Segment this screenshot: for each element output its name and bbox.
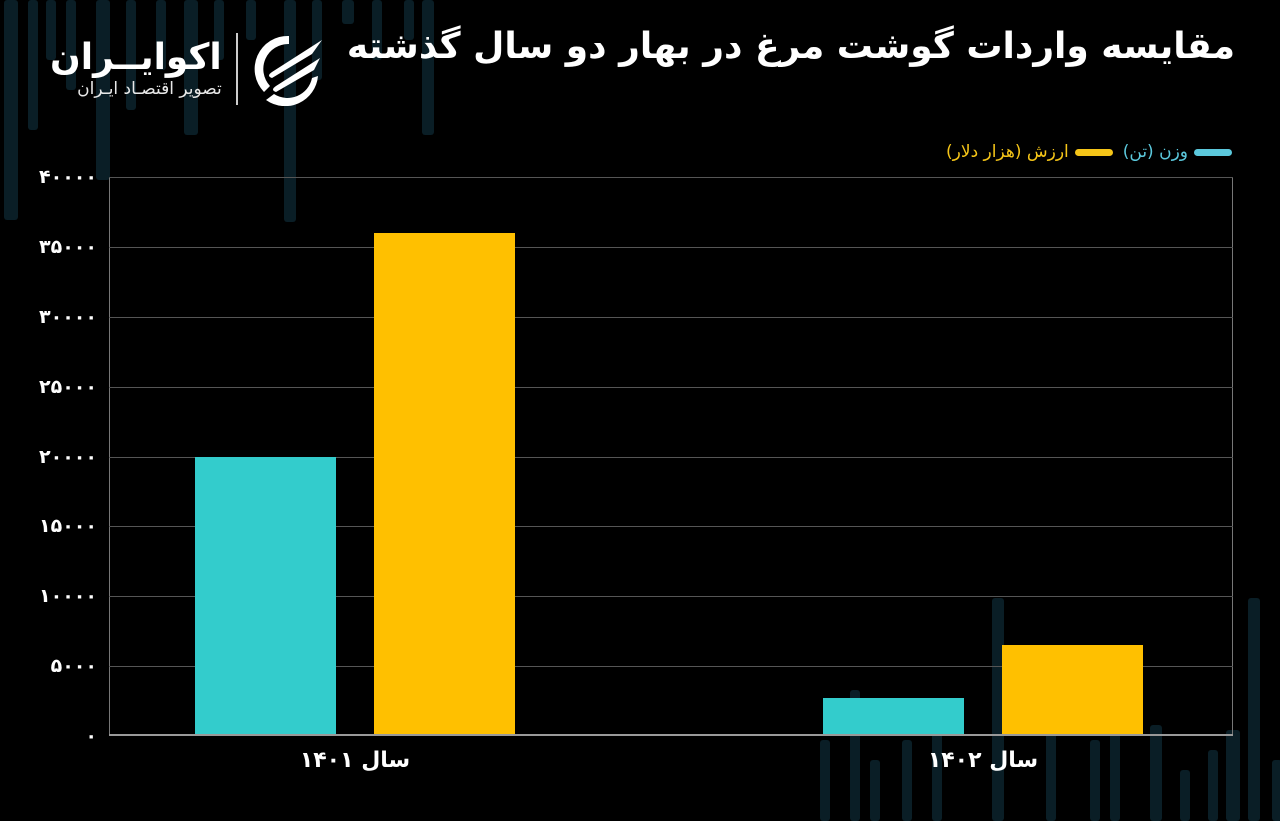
bar-value-0	[374, 232, 515, 736]
x-axis-label: سال ۱۴۰۲	[927, 748, 1039, 773]
gridline	[109, 246, 1233, 248]
logo-text: اکوایــران تصویر اقتصـاد ایـران	[50, 38, 222, 100]
x-axis-label: سال ۱۴۰۱	[299, 748, 411, 773]
legend-swatch-weight	[1194, 148, 1232, 156]
y-tick-label: ۲۵۰۰۰	[39, 375, 97, 398]
gridline	[109, 666, 1233, 668]
bar-weight-1	[823, 698, 964, 736]
y-tick-label: ۴۰۰۰۰	[39, 166, 97, 188]
decorative-stripe	[284, 0, 296, 222]
decorative-stripe	[246, 0, 256, 40]
decorative-stripe	[1110, 680, 1120, 821]
decorative-stripe	[1046, 690, 1056, 821]
y-tick-label: ۱۰۰۰۰	[39, 585, 97, 608]
decorative-stripe	[422, 0, 434, 135]
decorative-stripe	[1208, 750, 1218, 821]
y-tick-label: ۵۰۰۰	[50, 655, 97, 678]
y-tick-label: ۰	[85, 725, 97, 747]
chart-legend: وزن (تن) ارزش (هزار دلار)	[946, 142, 1232, 162]
gridline	[109, 596, 1233, 598]
y-tick-label: ۲۰۰۰۰	[39, 445, 97, 468]
brand-logo: اکوایــران تصویر اقتصـاد ایـران	[50, 32, 326, 106]
decorative-stripe	[46, 0, 56, 60]
gridline	[109, 456, 1233, 458]
plot-area: ۰ ۵۰۰۰ ۱۰۰۰۰ ۱۵۰۰۰ ۲۰۰۰۰ ۲۵۰۰۰ ۳۰۰۰۰ ۳۵۰۰۰ ۴۰۰۰۰	[39, 166, 1233, 747]
decorative-stripe	[1226, 730, 1240, 821]
decorative-stripe	[404, 0, 414, 40]
decorative-stripe	[214, 0, 224, 60]
decorative-stripe	[342, 0, 354, 24]
decorative-stripe	[932, 720, 942, 821]
decorative-stripe	[312, 0, 322, 80]
decorative-stripe	[1248, 598, 1260, 821]
gridline	[109, 177, 1233, 178]
ecoiran-swoosh-logo-icon	[254, 35, 322, 106]
decorative-stripe	[1272, 760, 1280, 821]
decorative-stripe	[1180, 770, 1190, 821]
x-axis-line	[109, 734, 1233, 736]
legend-label-value: ارزش (هزار دلار)	[946, 142, 1069, 162]
y-tick-label: ۳۰۰۰۰	[39, 305, 97, 328]
y-tick-label: ۱۵۰۰۰	[39, 515, 97, 538]
logo-divider	[235, 33, 238, 105]
bar-weight-0	[195, 456, 336, 736]
gridline	[109, 386, 1233, 388]
logo-subtitle: تصویر اقتصـاد ایـران	[77, 79, 222, 99]
gridline	[109, 316, 1233, 318]
legend-item-weight: وزن (تن)	[1123, 142, 1232, 162]
decorative-stripe	[1090, 740, 1100, 821]
y-tick-label: ۳۵۰۰۰	[39, 235, 97, 258]
decorative-stripe	[372, 0, 382, 60]
chart-title: مقایسه واردات گوشت مرغ در بهار دو سال گذ…	[346, 26, 1235, 67]
gridline	[109, 526, 1233, 528]
decorative-stripe	[820, 740, 830, 821]
decorative-stripe	[1150, 725, 1162, 821]
decorative-stripe	[126, 0, 136, 110]
decorative-stripe	[870, 760, 880, 821]
decorative-stripe	[66, 0, 76, 90]
bar-value-1	[1002, 645, 1143, 736]
legend-swatch-value	[1074, 148, 1113, 156]
decorative-stripe	[4, 0, 18, 220]
decorative-stripe	[850, 690, 860, 821]
decorative-stripe	[902, 740, 912, 821]
logo-name: اکوایــران	[50, 37, 222, 78]
legend-item-value: ارزش (هزار دلار)	[946, 142, 1113, 162]
decorative-stripe	[28, 0, 38, 130]
decorative-stripe	[992, 598, 1004, 821]
decorative-stripe	[156, 0, 166, 70]
decorative-stripe	[184, 0, 198, 135]
legend-label-weight: وزن (تن)	[1122, 142, 1188, 162]
decorative-stripe	[96, 0, 110, 180]
